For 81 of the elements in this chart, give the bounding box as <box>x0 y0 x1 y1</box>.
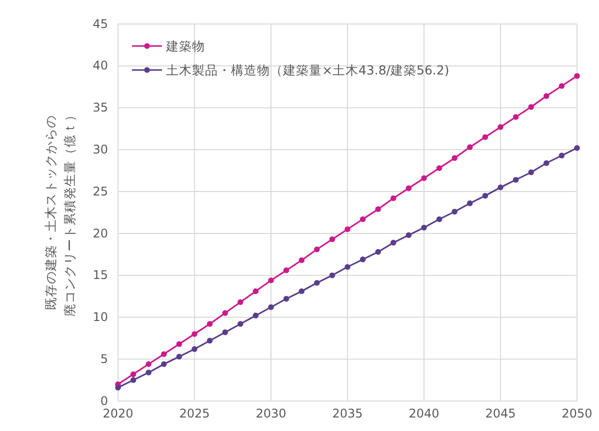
point <box>283 267 290 274</box>
point <box>192 331 198 337</box>
point <box>252 312 259 318</box>
legend-label: 土木製品・構造物（建築量×土木43.8/建築56.2) <box>166 62 450 78</box>
point <box>115 384 121 390</box>
point <box>421 175 427 182</box>
point <box>192 346 198 352</box>
point <box>238 321 244 327</box>
point <box>238 299 244 306</box>
point <box>206 338 213 344</box>
legend-label: 建築物 <box>165 38 205 54</box>
point <box>498 184 504 190</box>
point <box>314 246 320 252</box>
x-tick-label: 2030 <box>256 406 286 421</box>
point <box>558 152 565 158</box>
point <box>360 256 366 262</box>
point <box>161 351 167 357</box>
y-axis-title: 既存の建築・土木ストックからの廃コンクリート累積発生量（億ｔ） <box>43 108 77 316</box>
point <box>176 341 182 347</box>
point <box>283 296 290 302</box>
y-tick-label: 0 <box>100 394 108 408</box>
y-tick-label: 30 <box>92 142 108 157</box>
point <box>375 206 381 212</box>
point <box>176 354 182 360</box>
point <box>390 195 396 202</box>
point <box>298 288 304 294</box>
point <box>467 144 473 150</box>
point <box>146 361 152 368</box>
point <box>482 134 488 140</box>
point <box>558 83 565 89</box>
point <box>512 176 519 183</box>
point <box>436 216 442 222</box>
point <box>329 272 336 278</box>
y-tick-label: 35 <box>92 100 108 115</box>
x-tick-label: 2045 <box>485 406 516 421</box>
point <box>390 240 396 246</box>
x-tick-label: 2035 <box>332 406 363 421</box>
x-tick-label: 2040 <box>408 406 440 421</box>
y-tick-label: 20 <box>92 226 108 240</box>
point <box>498 124 504 130</box>
y-tick-label: 10 <box>92 310 108 324</box>
y-tick-label: 40 <box>92 58 108 73</box>
point <box>298 257 304 264</box>
x-tick-label: 2020 <box>102 406 134 421</box>
point <box>329 236 336 242</box>
point <box>574 145 580 151</box>
point <box>206 321 213 327</box>
y-tick-label: 25 <box>92 184 108 198</box>
point <box>375 249 381 255</box>
point <box>406 185 412 192</box>
point <box>406 232 412 238</box>
point <box>252 288 259 294</box>
point <box>452 155 458 161</box>
point <box>344 226 350 232</box>
x-tick-label: 2025 <box>179 406 210 421</box>
y-tick-label: 15 <box>92 268 108 282</box>
x-tick-label: 2050 <box>562 406 592 421</box>
point <box>436 165 442 171</box>
point <box>130 371 136 378</box>
point <box>528 104 534 110</box>
point <box>544 160 550 166</box>
point <box>574 73 580 79</box>
point <box>544 93 550 99</box>
point <box>314 280 320 286</box>
point <box>512 114 519 120</box>
y-tick-label: 5 <box>100 352 108 366</box>
point <box>360 216 366 222</box>
point <box>467 200 473 206</box>
point <box>130 377 136 383</box>
point <box>161 361 167 368</box>
y-tick-label: 45 <box>92 16 108 31</box>
point <box>528 169 534 176</box>
point <box>268 304 274 310</box>
point <box>452 208 458 215</box>
point <box>344 264 350 270</box>
point <box>146 370 152 376</box>
point <box>222 329 228 336</box>
point <box>482 192 488 199</box>
point <box>268 277 274 284</box>
point <box>222 310 228 316</box>
point <box>421 224 427 230</box>
